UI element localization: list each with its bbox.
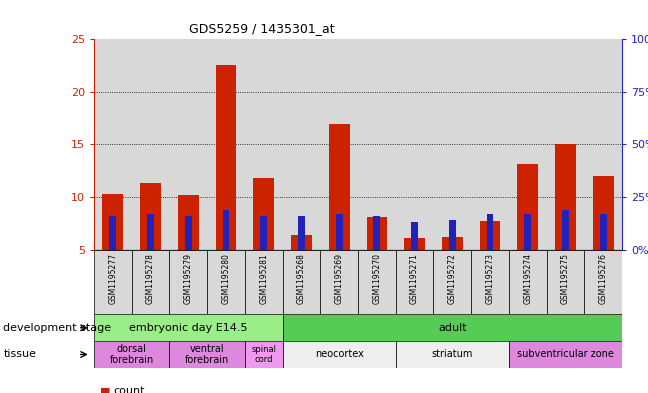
Text: development stage: development stage	[3, 323, 111, 333]
Bar	[140, 183, 161, 250]
Bar	[471, 250, 509, 314]
Bar	[434, 250, 471, 314]
Bar	[396, 250, 434, 314]
Bar	[94, 250, 132, 314]
Bar	[260, 216, 267, 250]
Bar	[584, 250, 622, 314]
Bar	[147, 214, 154, 250]
Bar	[132, 250, 169, 314]
Bar	[298, 216, 305, 250]
Bar	[509, 250, 547, 314]
Text: dorsal
forebrain: dorsal forebrain	[110, 344, 154, 365]
Text: embryonic day E14.5: embryonic day E14.5	[129, 323, 248, 333]
Text: spinal
cord: spinal cord	[251, 345, 276, 364]
Text: ■: ■	[100, 386, 111, 393]
Text: GSM1195275: GSM1195275	[561, 253, 570, 304]
Bar	[562, 209, 569, 250]
Bar	[283, 250, 320, 314]
Text: neocortex: neocortex	[315, 349, 364, 360]
Bar	[169, 341, 245, 368]
Bar	[283, 341, 396, 368]
Bar	[216, 64, 237, 250]
Bar	[253, 178, 274, 250]
Bar	[593, 176, 614, 250]
Bar	[555, 144, 576, 250]
Text: GSM1195268: GSM1195268	[297, 253, 306, 304]
Text: adult: adult	[438, 323, 467, 333]
Bar	[94, 314, 283, 341]
Bar	[524, 214, 531, 250]
Text: GSM1195273: GSM1195273	[485, 253, 494, 304]
Bar	[449, 220, 456, 250]
Text: tissue: tissue	[3, 349, 36, 360]
Bar	[169, 250, 207, 314]
Text: ventral
forebrain: ventral forebrain	[185, 344, 229, 365]
Text: GSM1195274: GSM1195274	[524, 253, 532, 304]
Bar	[329, 125, 349, 250]
Text: subventricular zone: subventricular zone	[517, 349, 614, 360]
Text: GSM1195277: GSM1195277	[108, 253, 117, 304]
Bar	[600, 214, 607, 250]
Text: GSM1195281: GSM1195281	[259, 253, 268, 303]
Bar	[517, 164, 538, 250]
Bar	[547, 250, 584, 314]
Bar	[223, 209, 229, 250]
Bar	[442, 237, 463, 250]
Bar	[480, 221, 500, 250]
Text: GSM1195270: GSM1195270	[373, 253, 382, 304]
Text: count: count	[113, 386, 145, 393]
Bar	[185, 216, 192, 250]
Bar	[509, 341, 622, 368]
Text: GSM1195280: GSM1195280	[222, 253, 231, 304]
Text: GSM1195279: GSM1195279	[184, 253, 192, 304]
Text: GSM1195278: GSM1195278	[146, 253, 155, 304]
Bar	[94, 341, 169, 368]
Bar	[245, 341, 283, 368]
Bar	[336, 214, 343, 250]
Bar	[367, 217, 388, 250]
Bar	[411, 222, 418, 250]
Bar	[207, 250, 245, 314]
Bar	[178, 195, 199, 250]
Text: GSM1195269: GSM1195269	[334, 253, 343, 304]
Bar	[245, 250, 283, 314]
Bar	[320, 250, 358, 314]
Bar	[291, 235, 312, 250]
Text: striatum: striatum	[432, 349, 473, 360]
Bar	[102, 194, 123, 250]
Bar	[404, 238, 425, 250]
Bar	[110, 216, 116, 250]
Bar	[487, 214, 493, 250]
Bar	[283, 314, 622, 341]
Text: GSM1195271: GSM1195271	[410, 253, 419, 304]
Bar	[373, 216, 380, 250]
Bar	[396, 341, 509, 368]
Text: GSM1195272: GSM1195272	[448, 253, 457, 304]
Text: GSM1195276: GSM1195276	[599, 253, 608, 304]
Bar	[358, 250, 396, 314]
Text: GDS5259 / 1435301_at: GDS5259 / 1435301_at	[189, 22, 334, 35]
